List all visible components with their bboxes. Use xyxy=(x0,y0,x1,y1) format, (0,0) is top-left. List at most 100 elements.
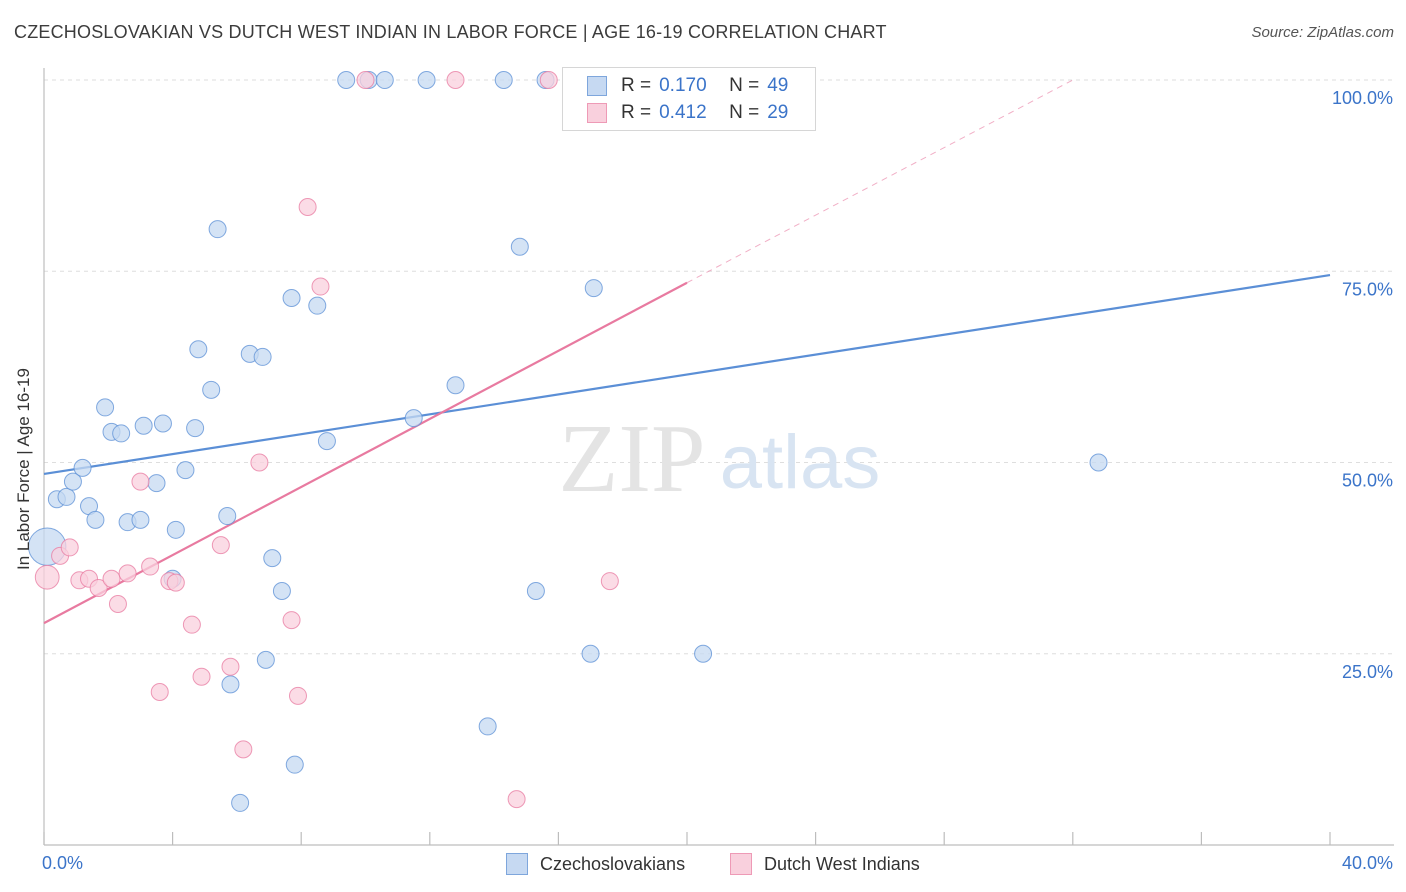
x-tick-label: 40.0% xyxy=(1342,853,1393,873)
dutch-west-indian-point xyxy=(34,564,60,590)
czechoslovakian-point xyxy=(189,340,208,359)
bottom-legend-label: Dutch West Indians xyxy=(764,853,920,874)
trend-lines xyxy=(43,79,1331,625)
czechoslovakian-point xyxy=(231,793,250,812)
bottom-legend-swatch-blue xyxy=(506,853,528,875)
czechoslovakian-point xyxy=(186,419,205,438)
legend-row-dutch-west-indians: R = 0.412 N = 29 xyxy=(587,101,789,125)
dutch-west-indian-point xyxy=(192,667,211,686)
grid-lines xyxy=(44,79,1394,655)
czechoslovakian-point xyxy=(63,472,82,491)
dutch-west-indian-point xyxy=(118,564,137,583)
czechoslovakian-point xyxy=(131,510,150,529)
legend-n-label: N = xyxy=(729,75,760,96)
czechoslovakian-point xyxy=(375,71,394,89)
czechoslovakian-point xyxy=(337,71,356,89)
czechoslovakian-point xyxy=(253,347,272,366)
dutch-west-indian-point xyxy=(356,71,375,89)
dutch-west-indian-point xyxy=(311,277,330,296)
dutch-west-indian-point xyxy=(234,740,253,759)
dutch-west-indian-point xyxy=(141,557,160,576)
czechoslovakian-point xyxy=(317,432,336,451)
czechoslovakian-point xyxy=(208,220,227,239)
czechoslovakian-point xyxy=(308,296,327,315)
czechoslovakian-point xyxy=(96,398,115,417)
czechoslovakian-point xyxy=(86,510,105,529)
czechoslovakian-point xyxy=(404,409,423,428)
dutch-west-indian-point xyxy=(446,71,465,89)
y-tick-label: 50.0% xyxy=(1342,471,1393,491)
source-credit: Source: ZipAtlas.com xyxy=(1251,24,1394,41)
dutch-west-indian-point xyxy=(288,686,307,705)
czechoslovakian-point xyxy=(446,376,465,395)
bottom-legend-czechoslovakians: Czechoslovakians xyxy=(506,851,685,877)
czechoslovakian-point xyxy=(285,755,304,774)
dutch-west-indian-point xyxy=(539,71,558,89)
czechoslovakian-point xyxy=(134,416,153,435)
watermark: ZIP atlas xyxy=(559,405,881,513)
dutch-west-indian-point xyxy=(131,472,150,491)
czechoslovakian-point xyxy=(1089,453,1108,472)
y-tick-label: 100.0% xyxy=(1332,88,1393,108)
czechoslovakian-point xyxy=(57,487,76,506)
dutch-west-indian-point xyxy=(182,615,201,634)
bottom-legend-swatch-pink xyxy=(730,853,752,875)
czechoslovakian-point xyxy=(272,582,291,601)
dutch-west-indian-point xyxy=(298,197,317,216)
czechoslovakian-point xyxy=(147,474,166,493)
dutch-west-indian-point xyxy=(250,453,269,472)
czechoslovakian-point xyxy=(282,289,301,308)
y-tick-label: 75.0% xyxy=(1342,279,1393,299)
czechoslovakian-point xyxy=(218,507,237,526)
dutch-west-indian-point xyxy=(60,538,79,557)
bottom-legend-dutch-west-indians: Dutch West Indians xyxy=(730,851,920,877)
legend-r-value: 0.412 xyxy=(659,102,707,123)
dutch-west-indian-point xyxy=(221,657,240,676)
czechoslovakian-point xyxy=(153,414,172,433)
czechoslovakian-point xyxy=(694,644,713,663)
czechoslovakian-point xyxy=(478,717,497,736)
legend-n-value: 49 xyxy=(767,75,789,96)
legend-swatch-blue xyxy=(587,76,607,96)
dutch-west-indian-point xyxy=(507,790,526,809)
dutch-west-indian-trend-extension xyxy=(686,79,1074,284)
czechoslovakian-point xyxy=(581,644,600,663)
legend-r-label: R = xyxy=(621,75,652,96)
czechoslovakian-point xyxy=(510,237,529,256)
czechoslovakian-point xyxy=(73,458,92,477)
czechoslovakian-point xyxy=(166,520,185,539)
tick-labels: 100.0% 75.0% 50.0% 25.0% 0.0% 40.0% xyxy=(42,88,1393,873)
czechoslovakian-point xyxy=(112,424,131,443)
czechoslovakian-point xyxy=(256,650,275,669)
dutch-west-indian-point xyxy=(150,683,169,701)
y-tick-label: 25.0% xyxy=(1342,662,1393,682)
data-points xyxy=(28,71,1108,812)
watermark-zip: ZIP xyxy=(559,405,706,513)
czechoslovakian-point xyxy=(221,675,240,694)
correlation-legend: R = 0.170 N = 49 R = 0.412 N = 29 xyxy=(562,67,816,131)
czechoslovakian-point xyxy=(176,461,195,480)
czechoslovakian-point xyxy=(263,549,282,568)
dutch-west-indian-point xyxy=(166,573,185,592)
czechoslovakian-trend-line xyxy=(43,273,1331,476)
legend-n-value: 29 xyxy=(767,102,789,123)
legend-row-czechoslovakians: R = 0.170 N = 49 xyxy=(587,74,789,98)
czechoslovakian-point xyxy=(526,582,545,601)
legend-r-value: 0.170 xyxy=(659,75,707,96)
dutch-west-indian-point xyxy=(89,578,108,597)
dutch-west-indian-point xyxy=(211,536,230,555)
watermark-atlas: atlas xyxy=(720,420,881,505)
legend-swatch-pink xyxy=(587,103,607,123)
dutch-west-indian-point xyxy=(108,595,127,614)
y-axis-label: In Labor Force | Age 16-19 xyxy=(14,368,33,570)
czechoslovakian-point xyxy=(494,71,513,89)
x-tick-label: 0.0% xyxy=(42,853,83,873)
czechoslovakian-point xyxy=(202,380,221,399)
czechoslovakian-point xyxy=(417,71,436,89)
dutch-west-indian-point xyxy=(102,569,121,588)
dutch-west-indian-point xyxy=(600,572,619,591)
czechoslovakian-point xyxy=(584,279,603,298)
dutch-west-indian-point xyxy=(282,611,301,630)
legend-r-label: R = xyxy=(621,102,652,123)
